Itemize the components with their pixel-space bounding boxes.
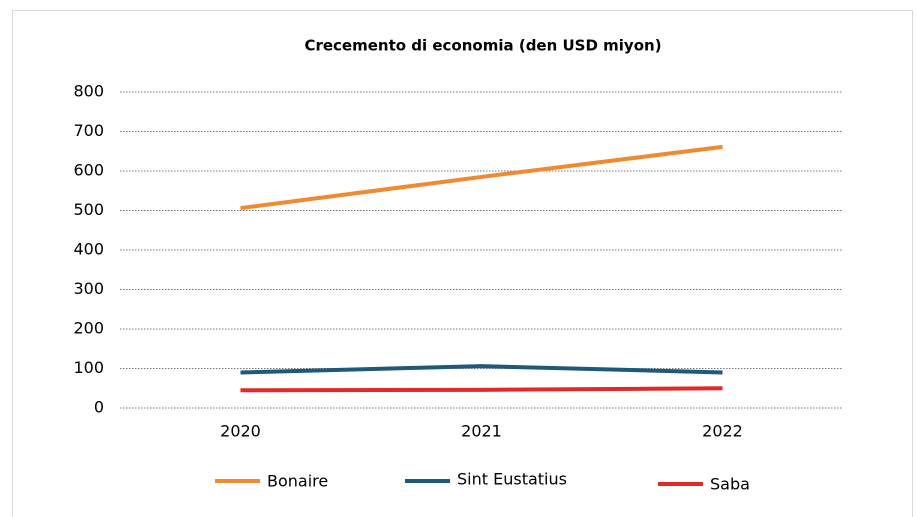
y-tick-label: 400 (73, 240, 104, 259)
y-tick-label: 300 (73, 279, 104, 298)
y-tick-label: 0 (94, 398, 104, 417)
legend-label: Bonaire (267, 472, 328, 491)
series-line (240, 386, 723, 393)
chart-title: Crecemento di economia (den USD miyon) (304, 37, 661, 55)
chart-frame (12, 10, 913, 517)
series-line (240, 364, 723, 375)
y-tick-label: 600 (73, 161, 104, 180)
y-tick-label: 800 (73, 82, 104, 101)
x-tick-label: 2022 (702, 422, 743, 441)
y-tick-label: 500 (73, 200, 104, 219)
legend-label: Sint Eustatius (457, 470, 567, 489)
x-tick-label: 2021 (461, 422, 502, 441)
series-line (240, 144, 723, 211)
legend-label: Saba (710, 475, 750, 494)
x-tick-label: 2020 (220, 422, 261, 441)
y-tick-label: 200 (73, 319, 104, 338)
y-tick-label: 700 (73, 121, 104, 140)
y-tick-label: 100 (73, 358, 104, 377)
